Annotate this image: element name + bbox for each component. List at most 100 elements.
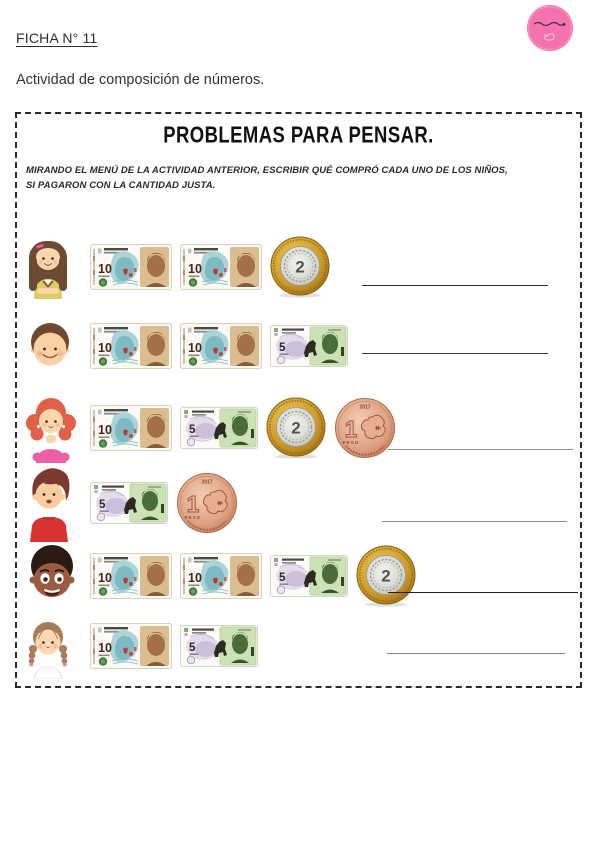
bill-10-value: 10 [98,641,112,655]
horse-rider-silhouette [304,570,317,587]
bank-header-text-blur [194,557,218,560]
coin-1-peso: 2017 1 PESO [334,397,396,459]
answer-line[interactable] [388,592,578,593]
bank-header-text-blur [104,627,128,630]
money-group: 10 10 [90,323,348,369]
teacher-brand-logo: ♥ [526,4,574,52]
bill-10-value: 10 [188,341,202,355]
bill-5-value: 5 [99,499,106,511]
answer-line[interactable] [382,521,567,522]
boy-red-shirt-icon [30,468,70,542]
braids [28,645,68,664]
bank-header-text-blur [104,327,128,330]
bill-10-pesos-icon: 10 [90,244,172,290]
serial-number-blur [328,329,341,331]
laurel-wreath [369,558,403,592]
belgrano-portrait [147,255,165,277]
coin-2-pesos: 2 [356,545,416,607]
rosette [276,585,286,595]
coin-1-peso-icon: 2017 1 PESO [335,398,395,458]
coin-1-unit: PESO [185,515,202,520]
braid-tie [62,662,67,667]
activity-subtitle: Actividad de composición de números. [16,72,265,88]
bill-5-value: 5 [189,424,196,436]
rosette [96,512,106,522]
bill-10-value: 10 [98,341,112,355]
answer-line[interactable] [362,353,548,354]
child-row-3: 10 5 [17,390,580,466]
money-group: 10 10 [90,545,416,607]
bill-5-pesos: 5 [270,555,348,597]
bill-5-value: 5 [279,572,286,584]
bill-10-pesos: 10 [90,553,172,599]
avatar-boy-dark-skin [24,542,80,610]
bill-10-value: 10 [188,571,202,585]
avatar-boy-red-shirt [24,464,80,542]
bill-10-pesos-icon: 10 [90,553,172,599]
legend-text-arc-blur [187,520,227,531]
bank-header-text-blur [282,558,304,561]
coin-1-year: 2017 [359,405,370,411]
belgrano-portrait [147,564,165,586]
horse-rider-silhouette [124,497,137,514]
rosette [276,355,286,365]
rows-container: 10 10 [17,114,580,686]
bank-header-text-blur [102,485,124,488]
serial-number-blur [238,629,251,631]
horse-rider-silhouette [214,640,227,657]
answer-line[interactable] [362,285,548,286]
money-group: 10 5 [90,397,396,459]
coin-1-year: 2017 [201,480,212,486]
bill-10-pesos-icon: 10 [90,323,172,369]
girl-braids-icon [28,622,68,679]
bill-10-pesos: 10 [90,623,172,669]
coin-2-pesos: 2 [266,397,326,459]
bill-10-pesos: 10 [180,244,262,290]
avatar-boy-brown-hair [24,316,80,376]
san-martin-portrait [322,564,338,584]
bill-10-pesos: 10 [90,405,172,451]
answer-line[interactable] [388,449,573,450]
answer-line[interactable] [387,653,565,654]
red-scene-accent [123,429,128,436]
box-title: PROBLEMAS PARA PENSAR. [163,123,434,148]
bank-header-text-blur [104,557,128,560]
girl-long-brown-hair-icon [29,241,67,299]
child-row-5: 10 10 [17,540,580,612]
coin-2-pesos-icon: 2 [356,545,416,607]
bill-5-pesos: 5 [180,407,258,449]
bill-10-pesos-icon: 10 [180,553,262,599]
edge-lettering-ring [272,238,328,294]
bank-header-text-blur [192,628,214,631]
coin-1-peso: 2017 1 PESO [176,472,238,534]
child-row-6: 10 5 [17,610,580,682]
horse-rider-silhouette [304,340,317,357]
bill-5-pesos-icon: 5 [90,482,168,524]
belgrano-portrait [237,334,255,356]
bank-header-text-blur [104,248,128,251]
coin-1-unit: PESO [343,440,360,445]
pink-hair-clip [36,244,44,249]
jacaranda-blossom [202,489,228,515]
san-martin-portrait [232,416,248,436]
coin-1-value: 1 [187,491,200,517]
bank-header-text-blur [194,327,218,330]
bill-5-pesos: 5 [270,325,348,367]
coin-1-value: 1 [345,416,358,442]
bill-10-pesos: 10 [90,244,172,290]
coin-2-value: 2 [381,567,390,586]
red-scene-accent [123,268,128,275]
bill-10-pesos-icon: 10 [90,623,172,669]
edge-lettering-ring [358,547,414,603]
bill-10-pesos: 10 [180,553,262,599]
pink-circle-logo-icon: ♥ [527,5,573,51]
bill-5-value: 5 [189,642,196,654]
earring [36,424,41,429]
ficha-number: FICHA N° 11 [16,30,98,46]
child-row-4: 5 2017 1 PESO [17,463,580,543]
braid-tie [29,662,34,667]
belgrano-portrait [147,416,165,438]
problems-box: PROBLEMAS PARA PENSAR. MIRANDO EL MENÚ D… [15,112,582,688]
avatar-girl-red-curly-hair [24,393,80,463]
